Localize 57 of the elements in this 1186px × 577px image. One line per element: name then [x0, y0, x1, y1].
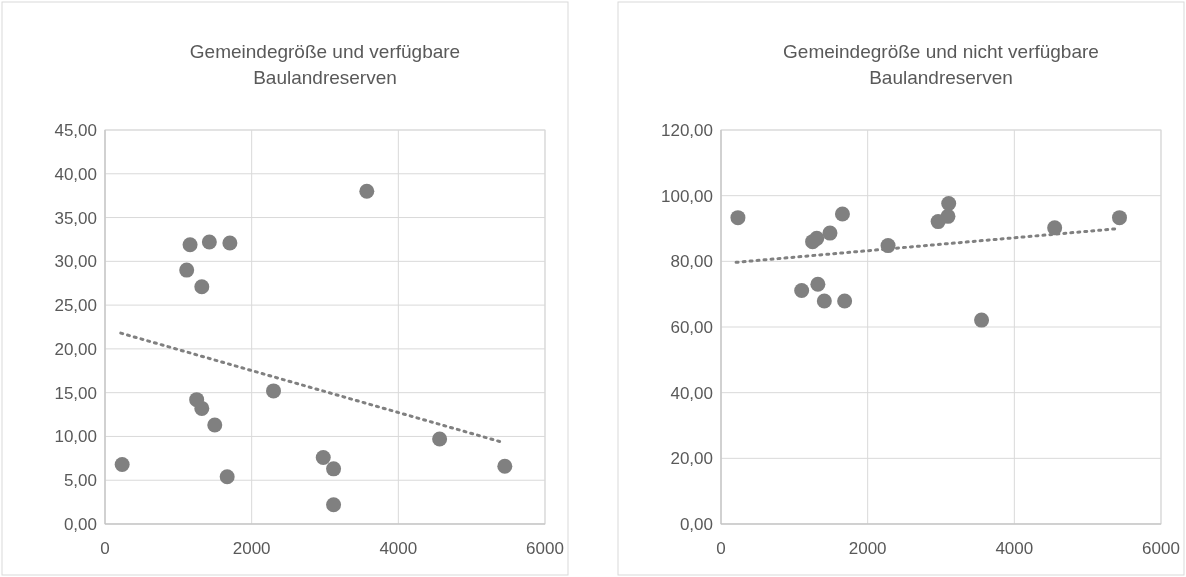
y-tick-label: 10,00	[54, 427, 97, 447]
x-tick-label: 4000	[995, 539, 1034, 558]
point	[266, 383, 282, 399]
point	[326, 497, 342, 513]
point	[114, 456, 130, 472]
y-tick-label: 45,00	[54, 120, 97, 140]
point	[194, 400, 210, 416]
point	[219, 469, 235, 485]
y-tick-label: 0,00	[63, 514, 97, 534]
x-tick-label: 4000	[379, 539, 418, 558]
x-tick-label: 2000	[848, 539, 887, 558]
y-tick-label: 35,00	[54, 208, 97, 228]
point	[837, 293, 853, 309]
point	[730, 210, 746, 226]
point	[326, 461, 342, 477]
point	[315, 449, 331, 465]
y-tick-label: 0,00	[679, 514, 713, 534]
point	[974, 312, 990, 328]
point	[359, 183, 375, 199]
point	[834, 206, 850, 222]
point	[794, 283, 810, 299]
point	[179, 262, 195, 278]
x-tick-label: 6000	[1142, 539, 1180, 558]
y-tick-label: 15,00	[54, 383, 97, 403]
y-tick-label: 120,00	[661, 120, 713, 140]
point	[1047, 220, 1063, 236]
y-tick-label: 25,00	[54, 296, 97, 316]
point	[207, 417, 223, 433]
y-tick-label: 100,00	[661, 186, 713, 206]
y-tick-label: 20,00	[670, 449, 713, 469]
y-tick-label: 80,00	[670, 252, 713, 272]
point	[822, 225, 838, 241]
x-tick-label: 2000	[232, 539, 271, 558]
y-tick-label: 40,00	[670, 383, 713, 403]
y-tick-label: 60,00	[670, 317, 713, 337]
y-tick-label: 30,00	[54, 252, 97, 272]
point	[201, 234, 217, 250]
x-tick-label: 0	[100, 539, 110, 558]
x-tick-label: 0	[716, 539, 726, 558]
point	[816, 293, 832, 309]
point	[940, 208, 956, 224]
chart-title: Gemeindegröße und nicht verfügbare Baulandreserven	[783, 41, 1099, 88]
point	[880, 238, 896, 254]
point	[182, 237, 198, 253]
point	[194, 279, 210, 295]
point	[941, 196, 957, 212]
chart-title: Gemeindegröße und verfügbare Baulandreserven	[189, 41, 461, 88]
point	[809, 230, 825, 246]
y-tick-label: 40,00	[54, 164, 97, 184]
point	[1111, 210, 1127, 226]
point	[432, 431, 448, 447]
point	[497, 458, 513, 474]
y-tick-label: 20,00	[54, 339, 97, 359]
point	[222, 235, 238, 251]
y-tick-label: 5,00	[63, 471, 97, 491]
point	[810, 276, 826, 292]
x-tick-label: 6000	[526, 539, 564, 558]
